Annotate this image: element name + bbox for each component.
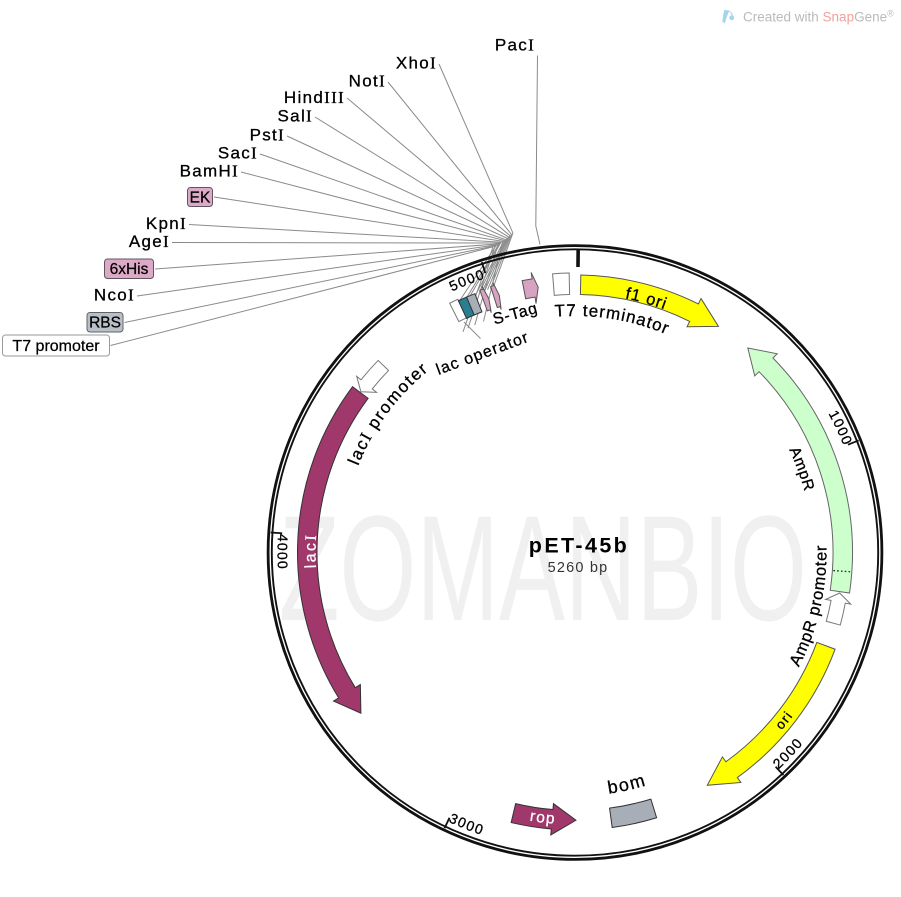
svg-text:AgeI: AgeI [129,232,170,251]
svg-text:EK: EK [190,189,211,206]
svg-text:T7 promoter: T7 promoter [12,338,100,355]
svg-text:BamHI: BamHI [180,162,239,181]
svg-text:rop: rop [529,808,557,828]
svg-text:PstI: PstI [250,126,285,145]
svg-text:ZOMANBIO: ZOMANBIO [279,484,807,652]
svg-text:SacI: SacI [218,144,258,163]
svg-text:RBS: RBS [89,315,121,332]
svg-text:pET-45b: pET-45b [529,534,629,558]
svg-text:XhoI: XhoI [396,54,437,73]
svg-text:lacI: lacI [302,533,320,569]
svg-text:KpnI: KpnI [146,214,187,233]
svg-text:Created with SnapGene®: Created with SnapGene® [743,9,894,25]
svg-text:6xHis: 6xHis [110,261,149,278]
svg-text:NotI: NotI [349,71,386,90]
svg-text:SalI: SalI [278,107,313,126]
svg-text:NcoI: NcoI [94,286,135,305]
svg-text:HindIII: HindIII [284,88,345,107]
svg-text:5260 bp: 5260 bp [548,560,609,576]
svg-text:PacI: PacI [495,36,535,55]
